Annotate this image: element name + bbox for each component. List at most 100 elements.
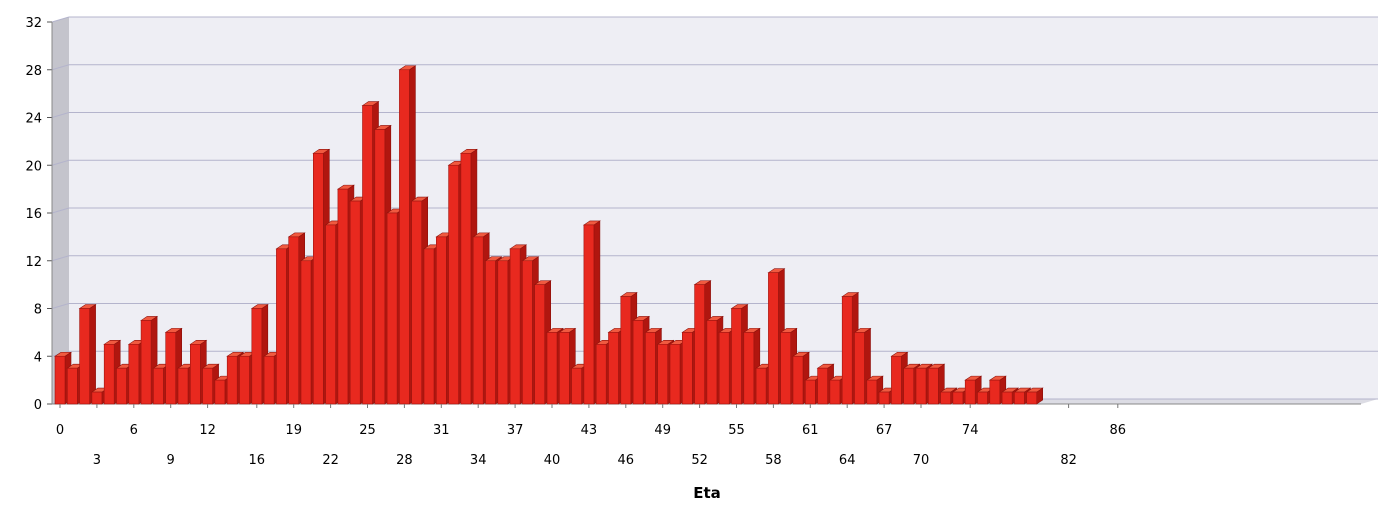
x-tick-label: 9	[167, 453, 175, 468]
bar-front	[669, 344, 681, 405]
bar-front	[140, 320, 152, 405]
x-tick-label: 82	[1060, 453, 1077, 468]
bar-front	[79, 308, 90, 405]
gridline-wall	[51, 255, 70, 262]
bar-front	[239, 355, 250, 405]
x-tick-label: 22	[322, 453, 339, 468]
bar-front	[755, 367, 767, 405]
bar-front	[190, 344, 201, 405]
bar-front	[165, 332, 176, 405]
bar-front	[645, 332, 656, 405]
bar-front	[91, 391, 103, 405]
bar-front	[878, 391, 890, 405]
bar-front	[435, 236, 447, 405]
bar-front	[522, 260, 533, 405]
bar-front	[362, 105, 373, 405]
bar-front	[300, 260, 312, 405]
gridline-wall	[51, 207, 70, 214]
x-tick-label: 34	[470, 453, 487, 468]
y-tick-label: 32	[25, 16, 42, 31]
bar-front	[202, 367, 213, 405]
x-tick-label: 70	[913, 453, 930, 468]
bar-front	[940, 391, 951, 405]
bar-front	[989, 379, 1001, 405]
bar-front	[448, 164, 459, 405]
bar-front	[288, 236, 300, 405]
bar-front	[620, 296, 632, 405]
x-tick-label: 6	[130, 423, 138, 438]
bar-front	[817, 367, 828, 405]
x-tick-label: 86	[1110, 423, 1127, 438]
bar-front	[731, 308, 742, 405]
x-tick-label: 43	[581, 423, 598, 438]
bar	[964, 375, 983, 405]
bar-front	[312, 153, 324, 405]
bar-front	[866, 379, 878, 405]
bar-front	[386, 212, 398, 405]
x-tick-label: 64	[839, 453, 856, 468]
bar-front	[1026, 391, 1037, 405]
x-tick-label: 52	[691, 453, 708, 468]
bar-front	[891, 355, 902, 405]
bar-front	[780, 332, 792, 405]
bar-front	[841, 296, 853, 405]
bar-front	[54, 355, 66, 405]
x-tick-label: 55	[728, 423, 745, 438]
x-tick-label: 19	[285, 423, 302, 438]
x-tick-label: 46	[618, 453, 635, 468]
gridline-wall	[51, 64, 70, 71]
y-tick-label: 20	[25, 159, 42, 174]
x-tick-label: 31	[433, 423, 450, 438]
y-tick-label: 4	[34, 350, 42, 365]
bar-front	[571, 367, 582, 405]
bar-front	[534, 284, 546, 405]
x-tick-label: 37	[507, 423, 524, 438]
bar-front	[829, 379, 841, 405]
bar-front	[226, 355, 238, 405]
bar-front	[116, 367, 127, 405]
x-axis: 0 6 12 19 25 31 37 43 49 55 61 67 74 86 3 9 16 22 28 34 40 46…	[56, 404, 1126, 468]
bar-front	[915, 367, 927, 405]
bar-front	[743, 332, 755, 405]
bar-front	[153, 367, 164, 405]
bar-front	[792, 355, 804, 405]
bar-front	[423, 248, 435, 405]
gridline-wall	[51, 159, 70, 166]
bar-front	[497, 260, 509, 405]
bar-front	[509, 248, 521, 405]
bar-front	[706, 320, 718, 405]
bar-front	[1014, 391, 1025, 405]
bar-front	[804, 379, 816, 405]
y-tick-label: 16	[25, 207, 42, 222]
bar-front	[374, 129, 386, 405]
bar-front	[276, 248, 287, 405]
bar-front	[251, 308, 263, 405]
bar-front	[681, 332, 693, 405]
bar-front	[177, 367, 189, 405]
x-tick-label: 40	[544, 453, 561, 468]
bar-front	[263, 355, 275, 405]
bar-front	[411, 200, 423, 405]
bar-front	[460, 153, 472, 405]
x-axis-title: Eta	[693, 484, 721, 502]
x-tick-label: 12	[199, 423, 216, 438]
gridline-wall	[51, 112, 70, 118]
bar-front	[337, 188, 349, 405]
bar-front	[608, 332, 619, 405]
x-tick-label: 49	[654, 423, 671, 438]
bar-front	[128, 344, 140, 405]
x-tick-label: 3	[93, 453, 101, 468]
gridline-wall	[51, 16, 70, 23]
bar-front	[325, 224, 336, 405]
bar-front	[657, 344, 669, 405]
x-tick-label: 25	[359, 423, 376, 438]
bar-front	[977, 391, 988, 405]
bar-front	[694, 284, 705, 405]
bar	[1025, 387, 1044, 405]
bar-front	[67, 367, 78, 405]
bar-front	[1001, 391, 1013, 405]
bar-front	[595, 344, 607, 405]
bar-front	[103, 344, 115, 405]
bar-front	[632, 320, 644, 405]
x-tick-label: 16	[249, 453, 266, 468]
